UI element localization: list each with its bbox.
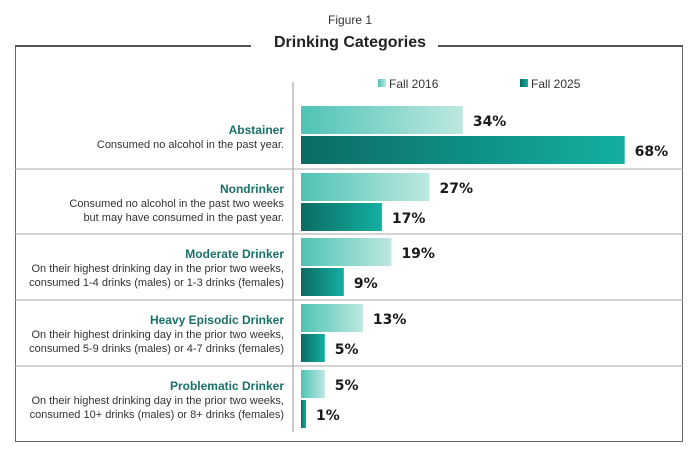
legend-label-0: Fall 2016 (389, 77, 439, 91)
category-row: Heavy Episodic Drinker On their highest d… (15, 299, 683, 362)
category-description: On their highest drinking day in the pri… (31, 263, 284, 275)
category-description: consumed 1-4 drinks (males) or 1-3 drink… (29, 277, 284, 289)
data-label: 68% (635, 144, 669, 160)
bar-fall-2016 (301, 173, 430, 201)
data-label: 27% (440, 181, 474, 197)
bar-fall-2016 (301, 304, 363, 332)
data-label: 5% (335, 378, 359, 394)
category-name: Moderate Drinker (185, 247, 284, 261)
bar-fall-2016 (301, 106, 463, 134)
category-description: On their highest drinking day in the pri… (31, 395, 284, 407)
category-description: Consumed no alcohol in the past year. (97, 139, 284, 151)
category-row: Problematic Drinker On their highest drin… (15, 365, 683, 428)
data-label: 1% (316, 408, 340, 424)
data-label: 13% (373, 312, 407, 328)
bar-fall-2025 (301, 400, 306, 428)
bar-fall-2025 (301, 334, 325, 362)
legend: Fall 2016 Fall 2025 (378, 77, 581, 91)
category-name: Problematic Drinker (170, 379, 284, 393)
data-label: 34% (473, 114, 507, 130)
data-label: 5% (335, 342, 359, 358)
category-name: Heavy Episodic Drinker (150, 313, 284, 327)
category-row: Abstainer Consumed no alcohol in the past… (97, 106, 668, 164)
bar-fall-2025 (301, 268, 344, 296)
category-description: Consumed no alcohol in the past two week… (69, 198, 284, 210)
figure-label: Figure 1 (327, 13, 373, 27)
frame-top-right-line (437, 45, 683, 47)
category-name: Nondrinker (220, 182, 284, 196)
bar-fall-2016 (301, 238, 392, 266)
data-label: 19% (401, 246, 435, 262)
bar-fall-2025 (301, 136, 625, 164)
category-row: Nondrinker Consumed no alcohol in the pas… (15, 168, 683, 231)
chart-title: Drinking Categories (261, 34, 439, 51)
legend-label-1: Fall 2025 (531, 77, 581, 91)
legend-swatch-0 (378, 79, 386, 87)
category-description: consumed 5-9 drinks (males) or 4-7 drink… (29, 343, 284, 355)
category-description: On their highest drinking day in the pri… (31, 329, 284, 341)
legend-swatch-1 (520, 79, 528, 87)
chart-frame (15, 46, 683, 442)
category-name: Abstainer (229, 123, 285, 137)
bar-fall-2025 (301, 203, 382, 231)
chart-title-wrap: Drinking Categories (0, 34, 700, 52)
data-label: 9% (354, 276, 378, 292)
frame-top-left-line (15, 45, 251, 47)
category-description: consumed 10+ drinks (males) or 8+ drinks… (30, 409, 284, 421)
category-row: Moderate Drinker On their highest drinkin… (15, 233, 683, 296)
bar-fall-2016 (301, 370, 325, 398)
data-label: 17% (392, 211, 426, 227)
category-description: but may have consumed in the past year. (83, 212, 284, 224)
